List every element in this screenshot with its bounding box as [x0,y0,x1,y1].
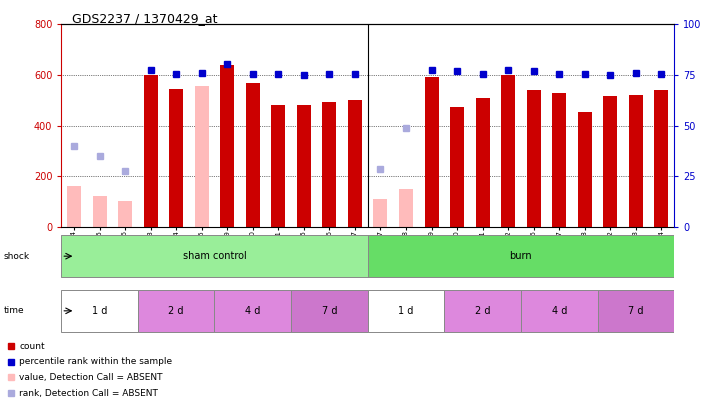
Bar [297,105,311,227]
Bar [92,196,107,227]
Bar [169,89,183,227]
Text: 7 d: 7 d [628,306,644,316]
Text: 7 d: 7 d [322,306,337,316]
Bar [444,290,521,332]
Text: GDS2237 / 1370429_at: GDS2237 / 1370429_at [72,12,218,25]
Bar [246,83,260,227]
Bar [271,105,286,227]
Text: burn: burn [510,251,532,261]
Bar [61,235,368,277]
Text: 4 d: 4 d [552,306,567,316]
Bar [603,96,617,227]
Bar [552,93,566,227]
Text: 2 d: 2 d [169,306,184,316]
Text: 1 d: 1 d [398,306,414,316]
Text: 2 d: 2 d [475,306,490,316]
Bar [476,98,490,227]
Bar [220,65,234,227]
Bar [195,86,209,227]
Text: percentile rank within the sample: percentile rank within the sample [19,357,172,366]
Bar [399,189,413,227]
Bar [61,290,138,332]
Text: sham control: sham control [182,251,247,261]
Bar [322,102,337,227]
Text: 1 d: 1 d [92,306,107,316]
Text: time: time [4,306,25,315]
Bar [291,290,368,332]
Bar [450,107,464,227]
Bar [143,75,158,227]
Bar [373,199,387,227]
Bar [368,235,674,277]
Bar [655,90,668,227]
Text: rank, Detection Call = ABSENT: rank, Detection Call = ABSENT [19,389,159,398]
Bar [215,290,291,332]
Bar [368,290,444,332]
Bar [118,202,132,227]
Bar [67,186,81,227]
Text: value, Detection Call = ABSENT: value, Detection Call = ABSENT [19,373,163,382]
Text: shock: shock [4,252,30,261]
Text: 4 d: 4 d [245,306,260,316]
Bar [348,100,362,227]
Bar [526,90,541,227]
Bar [629,95,643,227]
Bar [521,290,598,332]
Bar [598,290,674,332]
Bar [138,290,215,332]
Bar [425,77,438,227]
Bar [578,112,592,227]
Bar [501,75,516,227]
Text: count: count [19,341,45,350]
